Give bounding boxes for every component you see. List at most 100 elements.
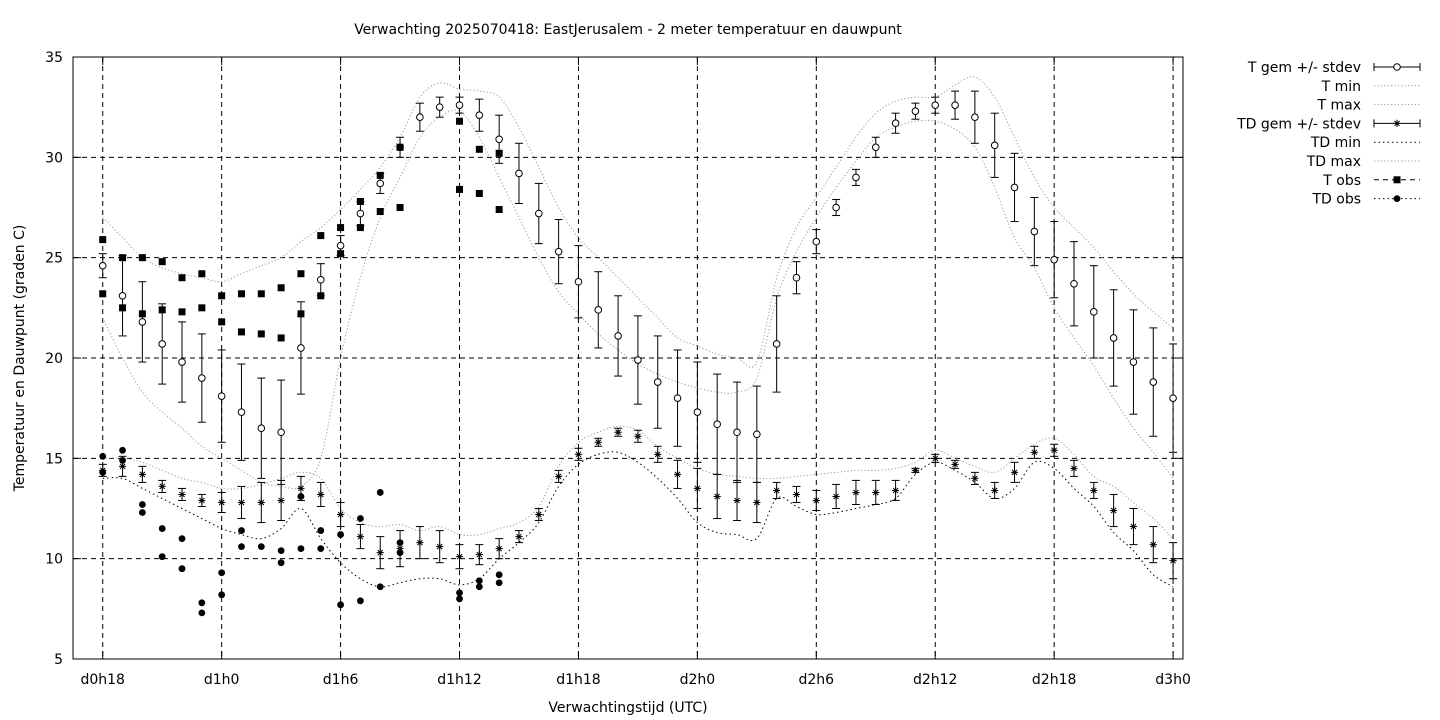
legend-label: TD min [1310, 135, 1361, 151]
data-point [554, 247, 563, 256]
legend-label: TD max [1306, 154, 1361, 170]
y-tick-label: 10 [45, 552, 63, 568]
data-point [1030, 448, 1038, 456]
data-point [475, 111, 484, 119]
data-point [773, 486, 781, 495]
data-point [317, 527, 325, 534]
data-point [971, 474, 979, 482]
data-point [297, 310, 305, 318]
data-point [951, 101, 959, 109]
data-point [733, 496, 741, 505]
y-tick-label: 30 [45, 150, 63, 166]
data-point [594, 438, 602, 446]
data-point [158, 258, 166, 266]
data-point [1109, 334, 1118, 342]
data-point [119, 304, 127, 312]
data-point [456, 589, 463, 597]
x-tick-label: d2h0 [680, 672, 716, 688]
data-point [475, 551, 483, 559]
legend-label: TD gem +/- stdev [1236, 116, 1361, 132]
data-point [614, 332, 622, 340]
data-point [356, 224, 364, 232]
x-tick-label: d2h18 [1032, 672, 1076, 688]
data-point [277, 547, 285, 555]
x-tick-label: d1h12 [437, 672, 481, 688]
data-point [237, 408, 246, 416]
data-point [218, 569, 226, 577]
data-point [396, 204, 404, 211]
data-point [713, 420, 721, 429]
data-point [99, 236, 107, 244]
data-point [376, 489, 384, 496]
data-point [178, 490, 186, 499]
data-point [376, 549, 384, 557]
data-point [336, 241, 345, 250]
legend-label: TD obs [1311, 192, 1361, 208]
data-point [555, 472, 563, 480]
data-point [495, 135, 503, 144]
data-point [198, 496, 206, 505]
data-point [911, 466, 920, 474]
data-point [753, 498, 761, 507]
data-point [991, 486, 999, 495]
y-tick-label: 25 [45, 251, 63, 267]
data-point [178, 308, 186, 316]
data-point [217, 392, 226, 400]
data-point [336, 510, 345, 519]
data-point [1129, 358, 1138, 366]
data-point [178, 358, 186, 366]
data-point [218, 591, 226, 599]
data-point [119, 446, 126, 454]
x-tick-label: d0h18 [80, 672, 124, 688]
data-point [475, 577, 483, 585]
td-obs-series [99, 446, 503, 617]
data-point [257, 498, 265, 507]
data-point [495, 579, 503, 587]
data-point [218, 498, 226, 507]
data-point [277, 334, 285, 342]
data-point [812, 496, 820, 505]
x-tick-label: d2h12 [913, 672, 957, 688]
data-point [911, 107, 920, 115]
data-point [1010, 183, 1019, 192]
data-point [673, 394, 682, 402]
data-point [1110, 506, 1118, 515]
legend-label: T max [1316, 98, 1361, 114]
data-point [337, 531, 344, 538]
data-point [852, 173, 860, 182]
data-point [198, 374, 206, 382]
data-point [475, 145, 483, 153]
td-mean-series [98, 427, 1178, 580]
data-point [297, 545, 305, 553]
data-point [337, 601, 344, 609]
x-tick-label: d2h6 [799, 672, 835, 688]
data-point [316, 275, 325, 284]
data-point [257, 290, 265, 298]
data-point [356, 209, 365, 218]
data-point [396, 545, 404, 553]
data-point [753, 430, 761, 439]
data-point [317, 490, 325, 499]
legend-label: T gem +/- stdev [1247, 60, 1361, 76]
data-point [495, 571, 503, 579]
data-point [237, 328, 245, 336]
series-layer [98, 76, 1178, 617]
data-point [574, 450, 583, 458]
data-point [238, 543, 245, 551]
data-point [1169, 557, 1177, 565]
data-point [1393, 119, 1401, 127]
data-point [198, 270, 206, 278]
data-point [614, 428, 622, 436]
data-point [1129, 522, 1138, 531]
data-point [198, 609, 206, 617]
y-axis-label: Temperatuur en Dauwpunt (graden C) [12, 225, 28, 493]
data-point [98, 261, 107, 270]
data-point [812, 237, 821, 246]
data-point [772, 340, 781, 348]
data-point [1393, 63, 1401, 71]
data-point [713, 492, 721, 501]
data-point [337, 224, 345, 232]
data-point [158, 525, 166, 532]
data-point [634, 432, 642, 440]
data-point [297, 484, 305, 493]
